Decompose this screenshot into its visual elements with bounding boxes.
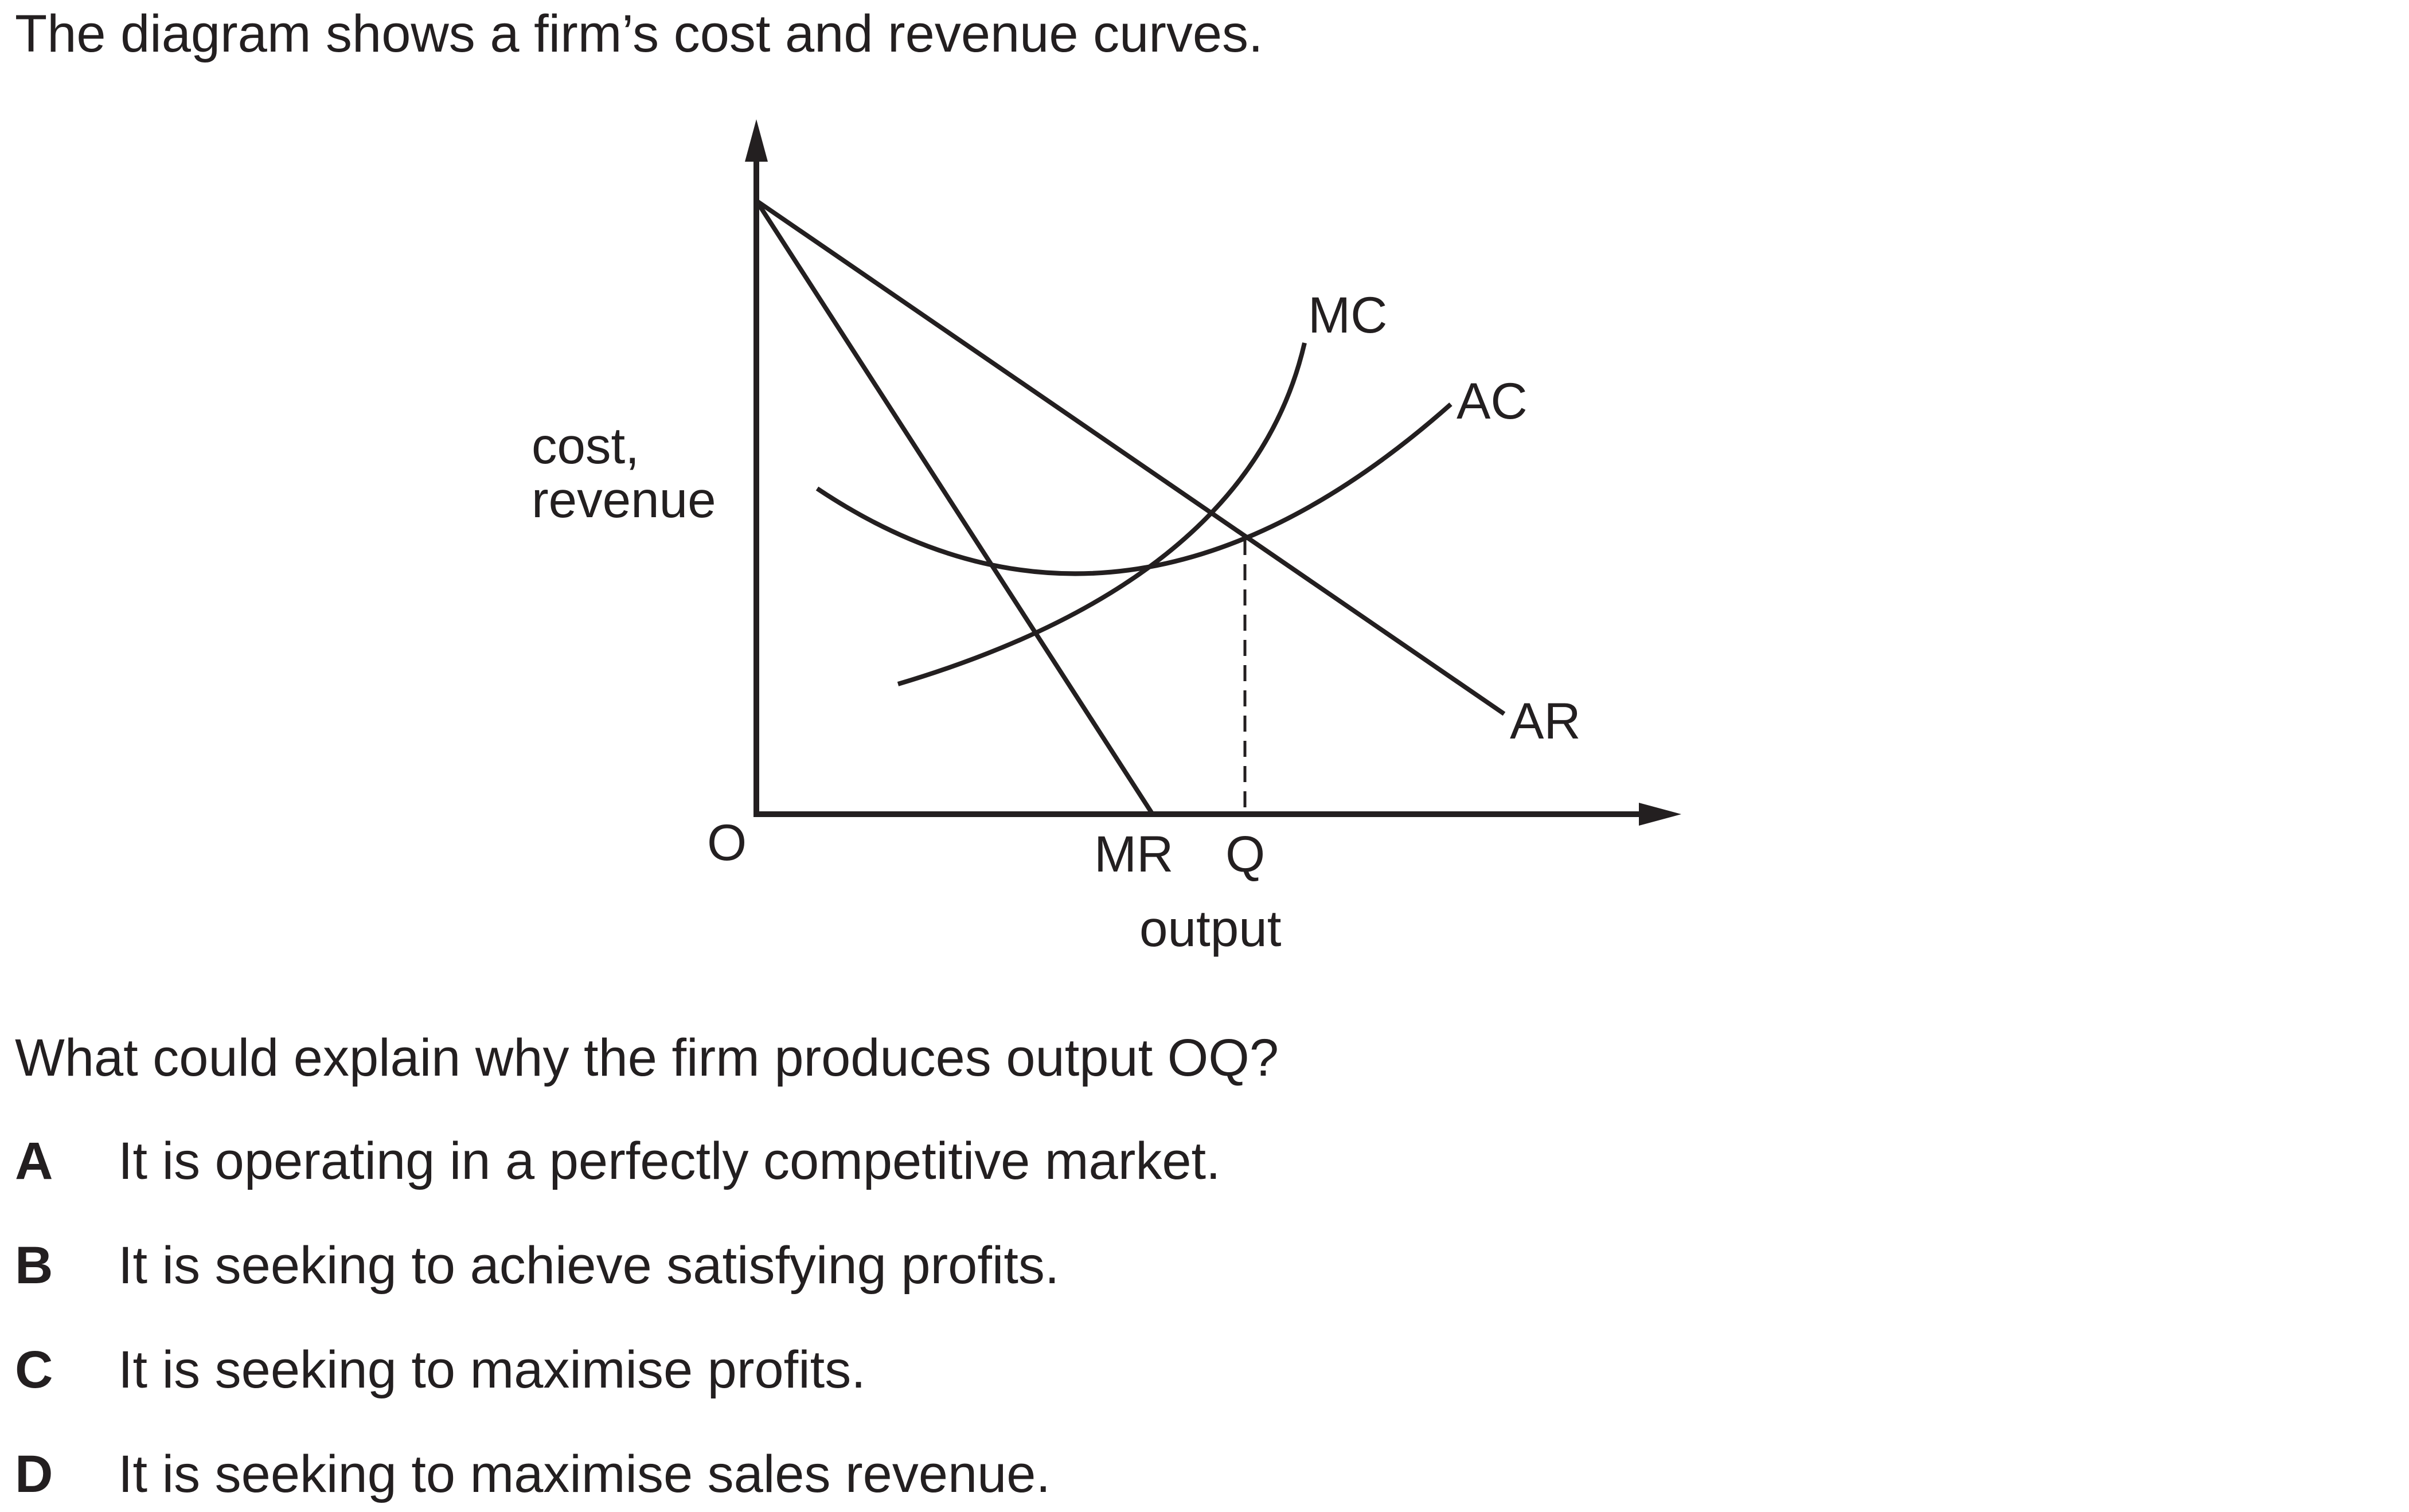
option-text: It is seeking to achieve satisfying prof… (118, 1236, 1060, 1295)
ar-curve (755, 198, 1506, 716)
ar-label: AR (1510, 692, 1581, 749)
option-b[interactable]: B It is seeking to achieve satisfying pr… (0, 1234, 1720, 1297)
option-a[interactable]: A It is operating in a perfectly competi… (0, 1130, 1720, 1193)
origin-label: O (707, 814, 747, 871)
y-axis-label-line2: revenue (532, 471, 716, 528)
option-letter: D (15, 1445, 53, 1503)
option-letter: A (15, 1132, 53, 1190)
q-label: Q (1225, 825, 1265, 882)
ac-label: AC (1457, 372, 1528, 429)
option-letter: B (15, 1236, 53, 1295)
mc-label: MC (1308, 286, 1387, 343)
option-text: It is operating in a perfectly competiti… (118, 1132, 1221, 1190)
ac-curve (815, 403, 1453, 576)
mr-intercept-label: MR (1094, 825, 1173, 882)
option-d[interactable]: D It is seeking to maximise sales revenu… (0, 1443, 1720, 1506)
y-axis-label-line1: cost, (532, 417, 639, 474)
intro-text: The diagram shows a firm’s cost and reve… (15, 5, 1263, 63)
question-text: What could explain why the firm produces… (15, 1029, 1279, 1087)
x-axis-label: output (1139, 900, 1282, 957)
x-axis-arrowhead (1639, 803, 1681, 826)
mc-curve (897, 342, 1307, 686)
mr-curve (754, 199, 1155, 816)
option-c[interactable]: C It is seeking to maximise profits. (0, 1338, 1720, 1401)
y-axis-arrowhead (745, 119, 768, 162)
option-text: It is seeking to maximise profits. (118, 1341, 866, 1399)
option-letter: C (15, 1341, 53, 1399)
option-text: It is seeking to maximise sales revenue. (118, 1445, 1051, 1503)
cost-revenue-diagram: cost, revenue O MR Q output MC AC AR (532, 119, 1681, 957)
